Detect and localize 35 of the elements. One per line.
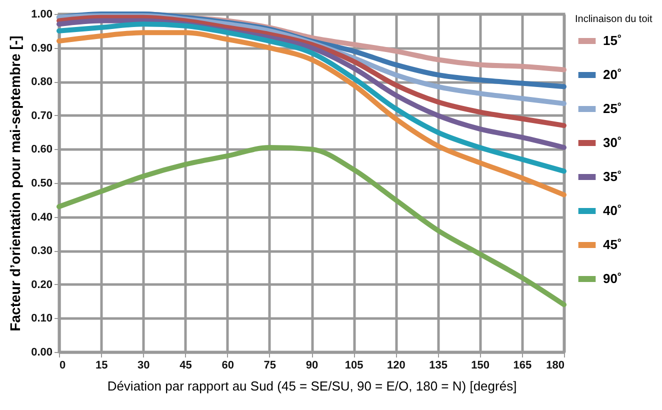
x-tick-label: 150 [471,360,490,372]
legend-label: 35˚ [603,169,622,184]
y-axis-title: Facteur d’orientation pour mai-septembre [-] [7,36,24,332]
x-tick-label: 45 [180,360,192,372]
legend-label: 30˚ [603,135,622,150]
y-tick-label: 0.40 [31,211,52,224]
y-tick-label: 0.50 [31,178,52,190]
y-tick-label: 0.00 [31,346,52,358]
x-tick-label: 180 [546,360,564,372]
y-tick-label: 0.60 [31,144,52,156]
legend-label: 45˚ [603,237,622,252]
y-tick-label: 0.30 [31,245,52,258]
x-tick-label: 135 [429,360,448,372]
x-tick-label: 30 [138,360,150,372]
y-tick-label: 0.10 [31,312,52,325]
x-tick-label: 15 [95,360,108,372]
x-tick-label: 165 [513,360,532,372]
legend-label: 90˚ [603,271,622,286]
y-tick-label: 0.20 [31,278,52,291]
y-tick-label: 0.70 [31,110,52,122]
x-tick-label: 60 [222,360,234,372]
legend-title: Inclinaison du toit [575,14,652,25]
x-axis-title: Déviation par rapport au Sud (45 = SE/SU, 90 = E/O, 180 = N) [degrés] [107,378,517,394]
legend-label: 15˚ [603,33,622,48]
x-tick-label: 0 [60,360,66,372]
x-tick-label: 105 [344,360,364,372]
x-tick-label: 90 [306,360,318,372]
y-tick-label: 0.90 [31,42,52,54]
x-tick-label: 75 [264,360,276,372]
legend-label: 40˚ [603,203,622,218]
y-tick-label: 0.80 [31,76,52,88]
x-tick-label: 120 [386,360,406,372]
legend-label: 25˚ [603,101,622,116]
y-tick-label: 1.00 [31,8,52,20]
legend-label: 20˚ [603,67,622,82]
